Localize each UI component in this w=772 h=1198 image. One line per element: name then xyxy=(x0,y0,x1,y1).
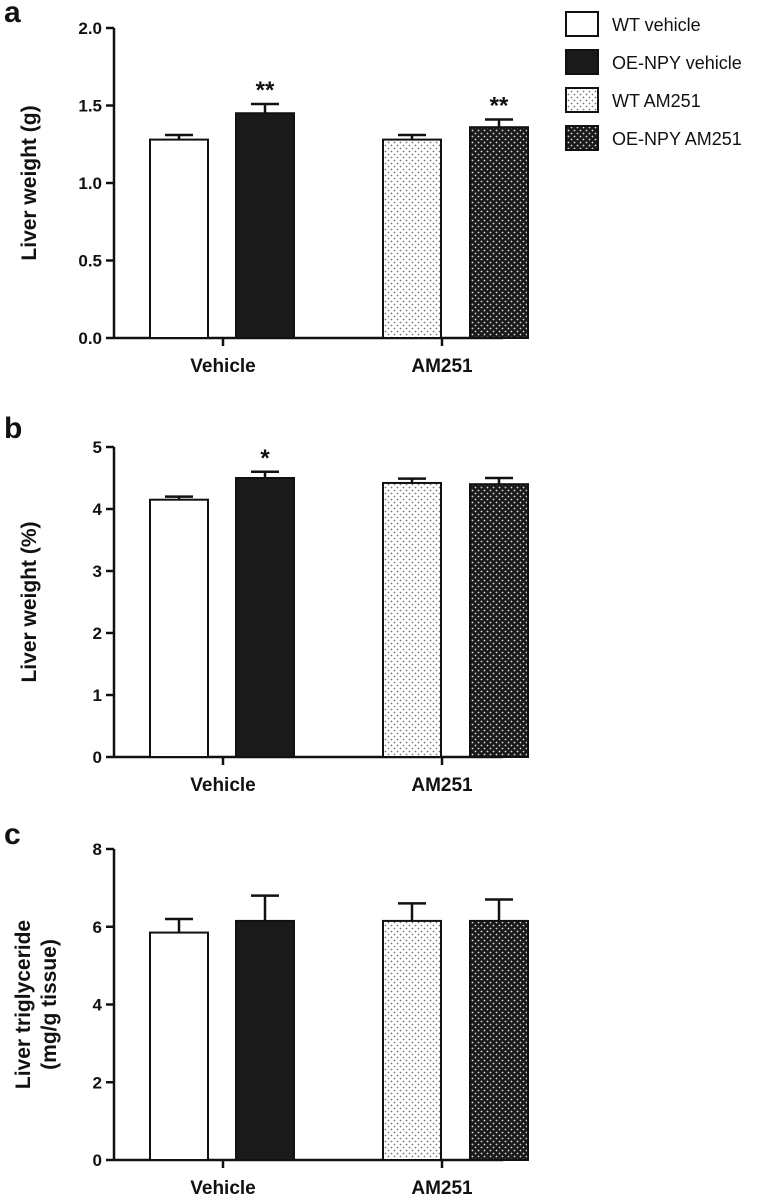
y-tick-label: 2 xyxy=(93,1073,102,1092)
bar-white xyxy=(149,138,209,339)
y-tick-label: 1.0 xyxy=(78,174,102,193)
bar-white xyxy=(149,498,209,758)
legend-swatch xyxy=(565,49,599,75)
y-axis-label: Liver triglyceride (mg/g tissue) xyxy=(12,920,61,1089)
y-tick-label: 1.5 xyxy=(78,97,102,116)
panel-letter: c xyxy=(4,818,21,851)
y-tick-label: 4 xyxy=(93,500,103,519)
legend-label: OE-NPY vehicle xyxy=(612,53,742,73)
bar-black xyxy=(235,112,295,339)
legend-label: WT AM251 xyxy=(612,91,701,111)
y-tick-label: 1 xyxy=(93,686,102,705)
x-category-label: Vehicle xyxy=(190,356,256,377)
y-tick-label: 2 xyxy=(93,624,102,643)
y-tick-label: 5 xyxy=(93,438,102,457)
legend-swatch xyxy=(565,125,599,151)
significance-marker: * xyxy=(260,445,270,472)
significance-marker: ** xyxy=(256,77,275,104)
chart-panel-b: b 0 1 2 3 4 5 Vehicle AM251 Liver weight (%) * xyxy=(4,412,529,796)
x-category-label: AM251 xyxy=(411,1178,473,1198)
legend-swatch xyxy=(565,87,599,113)
y-tick-label: 0 xyxy=(93,1151,102,1170)
chart-panel-a: a 0.0 0.5 1.0 1.5 2.0 Vehicle AM251 Liver weight… xyxy=(4,0,529,377)
bar-dots-dark xyxy=(469,483,529,758)
x-category-label: AM251 xyxy=(411,356,473,377)
bar-black xyxy=(235,477,295,758)
y-axis-label: Liver weight (%) xyxy=(18,521,41,682)
y-tick-label: 3 xyxy=(93,562,102,581)
bar-black xyxy=(235,919,295,1162)
legend-label: WT vehicle xyxy=(612,15,701,35)
legend-swatch xyxy=(565,11,599,37)
bar-dots-dark xyxy=(469,919,529,1162)
panel-letter: b xyxy=(4,412,22,445)
y-tick-label: 2.0 xyxy=(78,19,102,38)
y-tick-label: 8 xyxy=(93,840,102,859)
chart-panel-c: c 0 2 4 6 8 Vehicle AM251 Liver triglyceride (mg/… xyxy=(4,818,529,1198)
significance-marker: ** xyxy=(490,92,509,119)
bar-dots-light xyxy=(382,138,442,339)
y-tick-label: 0 xyxy=(93,748,102,767)
x-category-label: AM251 xyxy=(411,775,473,796)
legend-label: OE-NPY AM251 xyxy=(612,129,742,149)
bar-dots-light xyxy=(382,919,442,1162)
y-tick-label: 6 xyxy=(93,918,102,937)
chart-panels: a 0.0 0.5 1.0 1.5 2.0 Vehicle AM251 Liver weight… xyxy=(4,0,529,1198)
x-category-label: Vehicle xyxy=(190,1178,256,1198)
y-tick-label: 4 xyxy=(93,996,103,1015)
y-axis-label: Liver weight (g) xyxy=(18,105,41,260)
x-category-label: Vehicle xyxy=(190,775,256,796)
legend: WT vehicle OE-NPY vehicle WT AM251 OE-NPY A… xyxy=(565,11,742,151)
bar-white xyxy=(149,931,209,1161)
y-tick-label: 0.0 xyxy=(78,329,102,348)
y-tick-label: 0.5 xyxy=(78,252,102,271)
bar-dots-dark xyxy=(469,126,529,339)
panel-letter: a xyxy=(4,0,21,29)
bar-dots-light xyxy=(382,481,442,758)
